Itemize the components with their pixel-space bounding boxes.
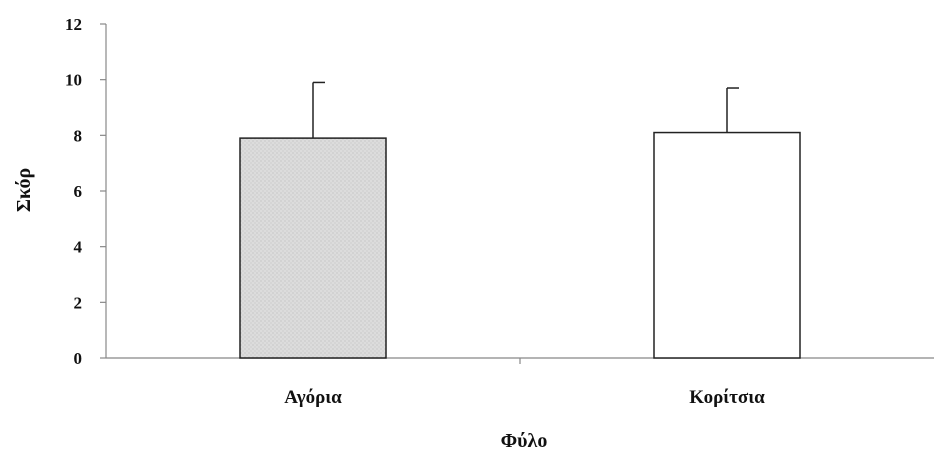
y-tick-label: 2 xyxy=(74,293,83,312)
x-tick-label: Αγόρια xyxy=(284,387,342,408)
x-tick-label: Κορίτσια xyxy=(689,387,765,408)
y-tick-label: 6 xyxy=(74,182,83,201)
bar-1 xyxy=(239,137,387,359)
y-tick-label: 4 xyxy=(74,238,83,257)
y-axis-title: Σκόρ xyxy=(13,168,35,212)
plot-area: 0 2 4 6 8 10 12 Αγόρια Κορίτσια xyxy=(65,15,934,408)
y-tick-label: 10 xyxy=(65,71,82,90)
bar-2 xyxy=(653,131,801,359)
x-axis-title: Φύλο xyxy=(501,430,548,452)
y-tick-label: 12 xyxy=(65,15,82,34)
y-tick-label: 8 xyxy=(74,126,83,145)
y-tick-label: 0 xyxy=(74,349,83,368)
